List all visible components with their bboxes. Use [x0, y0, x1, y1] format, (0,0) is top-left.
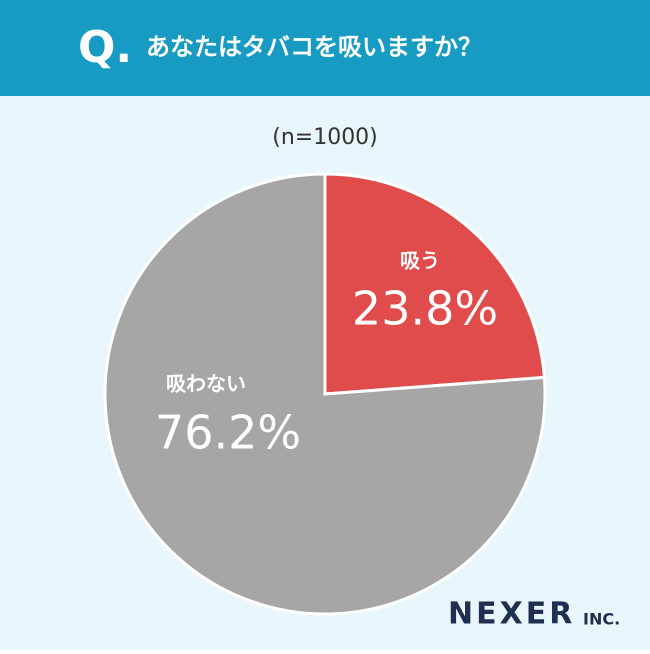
- pie-slice: [103, 172, 547, 616]
- brand-suffix: INC.: [583, 610, 620, 629]
- value-label: 23.8%: [352, 282, 498, 336]
- header-bar: [0, 0, 650, 96]
- pie: [103, 172, 547, 616]
- brand-name: NEXER: [448, 597, 575, 632]
- value-label: 76.2%: [155, 406, 301, 460]
- header-question: あなたはタバコを吸いますか？: [146, 33, 482, 61]
- header-mark: Q.: [78, 22, 132, 73]
- pie-slice: [323, 172, 546, 396]
- chart-subtitle: (n=1000): [272, 125, 378, 150]
- slice-label: 吸わない: [166, 372, 246, 396]
- slice-label: 吸う: [400, 249, 440, 273]
